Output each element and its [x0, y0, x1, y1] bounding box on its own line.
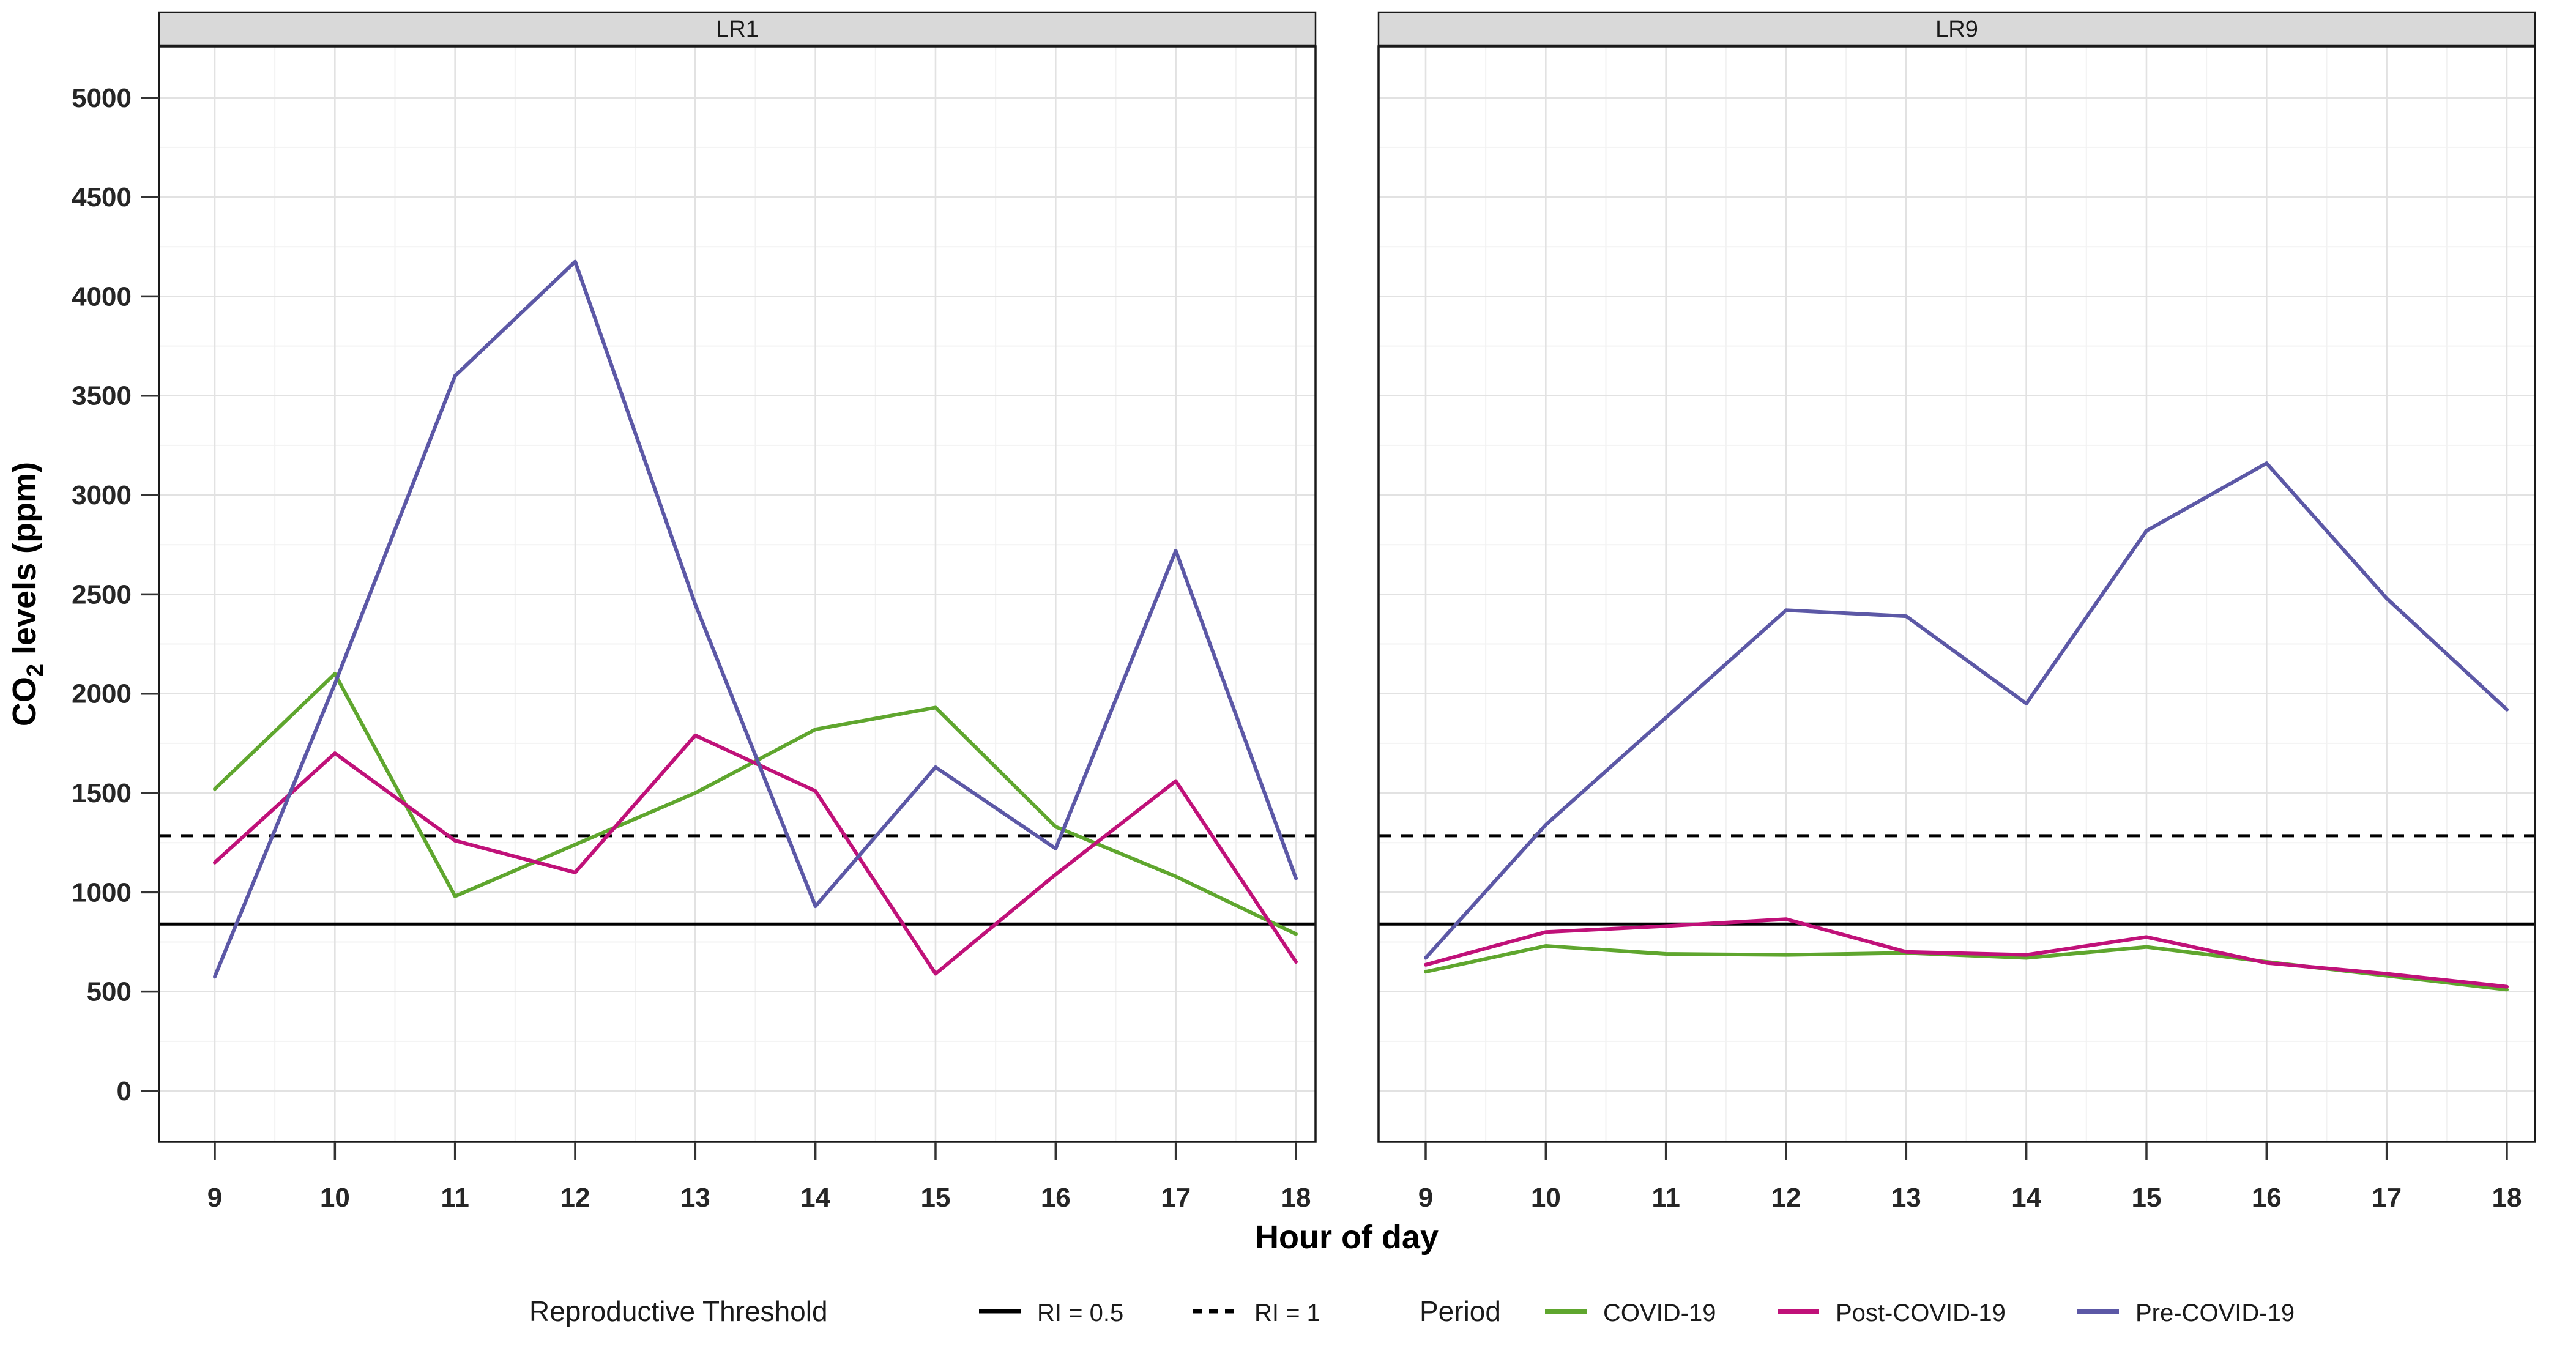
facet-strip-lr1: LR1	[158, 11, 1317, 47]
series-post-covid19-lr9	[1424, 917, 2509, 989]
x-tick-label: 14	[800, 1183, 830, 1213]
y-tick-label: 0	[117, 1076, 132, 1106]
series-post-covid19-lr1	[213, 733, 1298, 976]
x-tick-label: 18	[1281, 1183, 1311, 1213]
legend-threshold-group-label: Reproductive Threshold	[529, 1295, 828, 1327]
x-tick-label: 16	[1041, 1183, 1071, 1213]
y-tick-label: 4000	[72, 281, 132, 311]
legend-item-post-covid19: Post-COVID-19	[1836, 1300, 2006, 1327]
x-tick-label: 9	[207, 1183, 222, 1213]
x-tick-label: 14	[2011, 1183, 2041, 1213]
y-tick-label: 1500	[72, 778, 132, 808]
legend-item-ri05: RI = 0.5	[1037, 1300, 1123, 1327]
series-pre-covid19-lr1	[213, 259, 1298, 979]
facet-panel-lr1	[158, 45, 1317, 1160]
x-tick-label: 18	[2492, 1183, 2522, 1213]
x-tick-label: 17	[2372, 1183, 2402, 1213]
x-tick-label: 15	[2132, 1183, 2162, 1213]
y-tick-label: 3000	[72, 480, 132, 510]
facet-strip-label: LR9	[1935, 17, 1978, 42]
facet-strip-box	[158, 11, 1317, 47]
legend-period-group-label: Period	[1420, 1295, 1501, 1327]
x-tick-label: 16	[2252, 1183, 2282, 1213]
legend-item-covid19: COVID-19	[1603, 1300, 1716, 1327]
facet-panel-lr9	[1377, 45, 2536, 1160]
x-tick-label: 12	[560, 1183, 590, 1213]
y-tick-label: 500	[87, 977, 132, 1007]
legend-item-pre-covid19: Pre-COVID-19	[2135, 1300, 2295, 1327]
x-tick-label: 13	[1891, 1183, 1921, 1213]
y-axis-title: CO2 levels (ppm)	[6, 462, 48, 726]
x-tick-label: 10	[320, 1183, 350, 1213]
y-tick-label: 2500	[72, 579, 132, 609]
x-tick-label: 15	[921, 1183, 951, 1213]
facet-strip-label: LR1	[716, 17, 759, 42]
panel-border	[1377, 45, 2536, 1143]
x-tick-label: 13	[680, 1183, 710, 1213]
x-tick-label: 17	[1161, 1183, 1191, 1213]
x-tick-label: 11	[1651, 1183, 1680, 1213]
x-tick-label: 9	[1418, 1183, 1433, 1213]
legend-item-ri1: RI = 1	[1254, 1300, 1320, 1327]
y-tick-label: 4500	[72, 182, 132, 212]
facet-strip-lr9: LR9	[1377, 11, 2536, 47]
y-tick-label: 3500	[72, 381, 132, 411]
series-pre-covid19-lr9	[1424, 461, 2509, 960]
chart-legend: Reproductive Threshold RI = 0.5 RI = 1 Peri…	[529, 1295, 2295, 1327]
x-axis-title: Hour of day	[1255, 1219, 1439, 1256]
x-tick-label: 10	[1531, 1183, 1561, 1213]
x-tick-label: 11	[441, 1183, 469, 1213]
x-tick-label: 12	[1771, 1183, 1801, 1213]
y-tick-label: 5000	[72, 83, 132, 113]
y-tick-label: 1000	[72, 877, 132, 907]
y-tick-label: 2000	[72, 679, 132, 709]
facet-strip-box	[1377, 11, 2536, 47]
